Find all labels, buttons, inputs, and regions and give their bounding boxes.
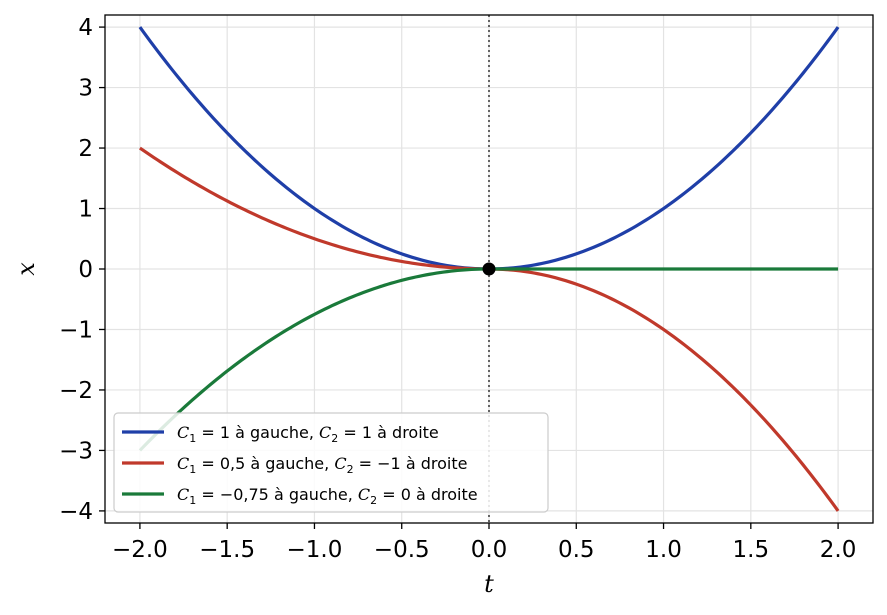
x-tick-label: 1.0 [645,537,682,563]
legend: C1 = 1 à gauche, C2 = 1 à droite C1 = 0,5… [113,412,549,513]
x-tick-label: −1.0 [287,537,343,563]
legend-box [113,412,549,513]
y-tick-label: 1 [78,197,93,223]
y-ticks: −4 −3 −2 −1 0 1 2 3 4 [59,15,105,525]
legend-label-2: C1 = 0,5 à gauche, C2 = −1 à droite [177,454,467,476]
x-tick-label: −0.5 [374,537,430,563]
origin-marker [482,262,496,276]
y-tick-label: −4 [59,499,93,525]
x-axis-label: t [484,570,494,598]
x-tick-label: −2.0 [112,537,168,563]
x-tick-label: 0.0 [471,537,508,563]
x-tick-label: 2.0 [820,537,857,563]
y-tick-label: −2 [59,378,93,404]
legend-label-3: C1 = −0,75 à gauche, C2 = 0 à droite [177,485,478,507]
legend-label-1: C1 = 1 à gauche, C2 = 1 à droite [177,423,439,445]
y-tick-label: 0 [78,257,93,283]
x-tick-label: −1.5 [199,537,255,563]
x-tick-label: 0.5 [558,537,595,563]
y-tick-label: −3 [59,438,93,464]
y-tick-label: −1 [59,317,93,343]
y-tick-label: 2 [78,136,93,162]
y-tick-label: 3 [78,76,93,102]
x-tick-label: 1.5 [733,537,770,563]
y-tick-label: 4 [78,15,93,41]
x-ticks: −2.0 −1.5 −1.0 −0.5 0.0 0.5 1.0 1.5 2.0 [112,523,856,563]
y-axis-label: x [12,262,40,276]
